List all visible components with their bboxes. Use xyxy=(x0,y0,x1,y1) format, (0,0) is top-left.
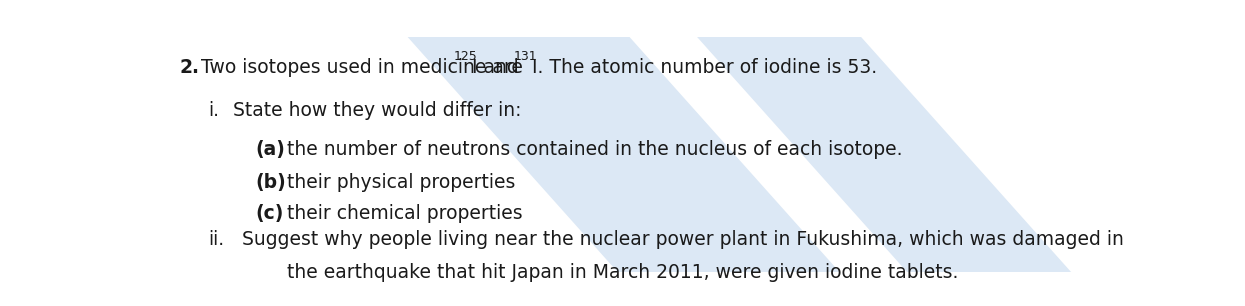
Text: (b): (b) xyxy=(255,173,286,192)
Text: 125: 125 xyxy=(454,50,478,63)
Text: Suggest why people living near the nuclear power plant in Fukushima, which was d: Suggest why people living near the nucle… xyxy=(243,230,1124,248)
Text: their chemical properties: their chemical properties xyxy=(286,204,523,223)
Text: (c): (c) xyxy=(255,204,284,223)
Text: I and: I and xyxy=(472,58,525,77)
Text: I. The atomic number of iodine is 53.: I. The atomic number of iodine is 53. xyxy=(532,58,876,77)
Text: ii.: ii. xyxy=(209,230,225,248)
Text: 2.: 2. xyxy=(179,58,199,77)
Text: their physical properties: their physical properties xyxy=(286,173,515,192)
Polygon shape xyxy=(397,25,850,284)
Text: State how they would differ in:: State how they would differ in: xyxy=(233,101,522,120)
Polygon shape xyxy=(686,25,1082,284)
Text: the number of neutrons contained in the nucleus of each isotope.: the number of neutrons contained in the … xyxy=(286,140,903,159)
Text: the earthquake that hit Japan in March 2011, were given iodine tablets.: the earthquake that hit Japan in March 2… xyxy=(286,263,959,282)
Text: 131: 131 xyxy=(513,50,537,63)
Text: i.: i. xyxy=(209,101,219,120)
Text: Two isotopes used in medicine are: Two isotopes used in medicine are xyxy=(195,58,529,77)
Text: (a): (a) xyxy=(255,140,285,159)
